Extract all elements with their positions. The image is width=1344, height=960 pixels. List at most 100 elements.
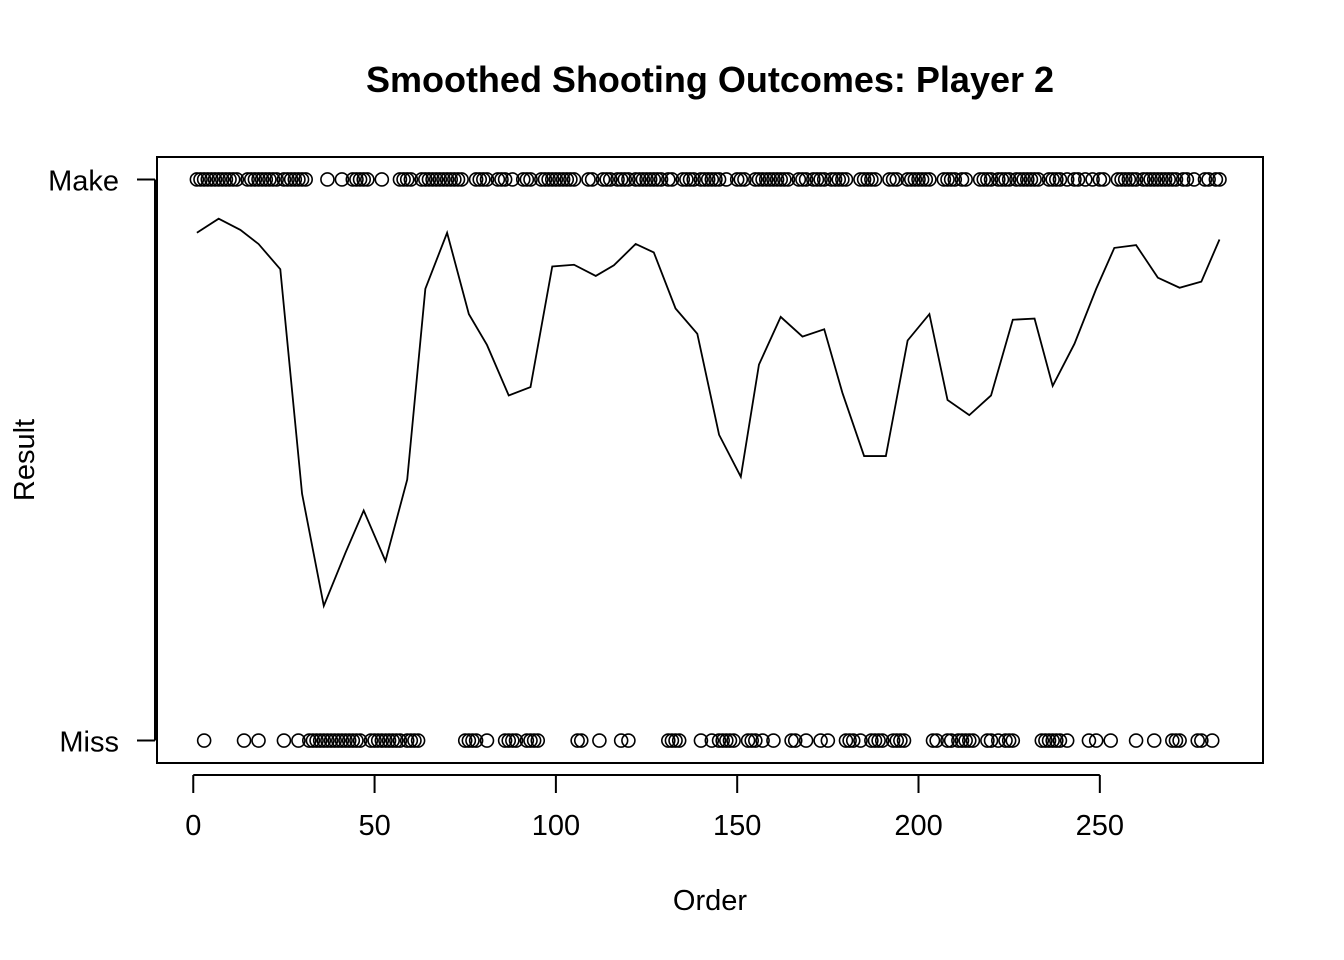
miss-point xyxy=(980,733,995,748)
miss-point xyxy=(367,733,382,748)
miss-point xyxy=(744,733,760,748)
make-point xyxy=(211,172,226,187)
miss-point xyxy=(570,733,585,748)
miss-point xyxy=(1204,733,1220,748)
make-point xyxy=(1150,172,1166,187)
make-point xyxy=(1121,172,1137,187)
miss-point xyxy=(1081,733,1097,748)
miss-point xyxy=(889,733,905,748)
make-point xyxy=(356,172,372,187)
miss-point xyxy=(813,733,828,748)
miss-point xyxy=(925,733,941,748)
miss-point xyxy=(1165,733,1180,748)
make-point xyxy=(773,172,789,187)
make-point xyxy=(584,172,600,187)
miss-point xyxy=(370,733,386,748)
miss-point xyxy=(787,733,803,748)
make-point xyxy=(907,172,923,187)
smoothed-line xyxy=(196,217,1221,610)
miss-point xyxy=(374,733,390,748)
make-point xyxy=(468,172,484,187)
make-point xyxy=(472,172,488,187)
make-point xyxy=(243,172,259,187)
make-point xyxy=(1125,172,1140,187)
miss-point xyxy=(363,733,379,748)
make-point xyxy=(298,172,313,187)
make-point xyxy=(537,172,553,187)
make-point xyxy=(980,172,995,187)
make-point xyxy=(541,172,556,187)
miss-point xyxy=(523,733,538,748)
make-point xyxy=(251,172,266,187)
make-point xyxy=(399,172,415,187)
make-point xyxy=(900,172,915,187)
make-point xyxy=(349,172,364,187)
make-point xyxy=(824,172,839,187)
make-point xyxy=(1110,172,1126,187)
make-point xyxy=(193,172,208,187)
make-point xyxy=(229,172,245,187)
make-point xyxy=(1168,172,1184,187)
make-point xyxy=(635,172,651,187)
make-point xyxy=(287,172,303,187)
make-point xyxy=(334,172,350,187)
make-point xyxy=(940,172,955,187)
miss-point xyxy=(893,733,908,748)
miss-point xyxy=(291,733,306,748)
miss-point xyxy=(755,733,770,748)
make-point xyxy=(911,172,926,187)
make-point xyxy=(922,172,937,187)
miss-point xyxy=(196,733,212,748)
make-point xyxy=(1059,172,1075,187)
make-point xyxy=(1157,172,1173,187)
make-point xyxy=(392,172,408,187)
make-point xyxy=(476,172,491,187)
make-point xyxy=(795,172,810,187)
miss-point xyxy=(864,733,879,748)
make-point xyxy=(777,172,792,187)
make-point xyxy=(628,172,643,187)
miss-point xyxy=(327,733,342,748)
make-point xyxy=(653,172,669,187)
miss-point xyxy=(465,733,480,748)
make-point xyxy=(639,172,654,187)
miss-point xyxy=(715,733,730,748)
y-axis-label: Result xyxy=(9,419,41,501)
x-tick-label: 100 xyxy=(532,810,580,842)
make-point xyxy=(1175,172,1191,187)
make-point xyxy=(1012,172,1028,187)
miss-point xyxy=(983,733,999,748)
plot-frame xyxy=(156,156,1264,764)
make-point xyxy=(621,172,636,187)
make-point xyxy=(972,172,988,187)
miss-point xyxy=(1005,733,1021,748)
miss-point xyxy=(1038,733,1053,748)
make-point xyxy=(222,172,237,187)
miss-point xyxy=(309,733,324,748)
make-point xyxy=(751,172,767,187)
miss-point xyxy=(711,733,727,748)
x-tick-label: 250 xyxy=(1076,810,1124,842)
make-point xyxy=(1092,172,1108,187)
miss-point xyxy=(519,733,535,748)
make-point xyxy=(758,172,774,187)
make-point xyxy=(835,172,850,187)
miss-point xyxy=(998,733,1013,748)
make-point xyxy=(838,172,854,187)
miss-point xyxy=(378,733,393,748)
miss-point xyxy=(349,733,364,748)
miss-point xyxy=(385,733,401,748)
make-point xyxy=(1212,172,1227,187)
make-point xyxy=(1139,172,1155,187)
miss-point xyxy=(954,733,970,748)
miss-point xyxy=(251,733,266,748)
make-point xyxy=(748,172,763,187)
make-point xyxy=(762,172,778,187)
make-point xyxy=(374,172,390,187)
miss-point xyxy=(526,733,542,748)
make-point xyxy=(806,172,821,187)
make-point xyxy=(1117,172,1133,187)
make-point xyxy=(447,172,462,187)
make-point xyxy=(204,172,219,187)
make-point xyxy=(889,172,905,187)
